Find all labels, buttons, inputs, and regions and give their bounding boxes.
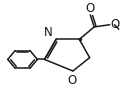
Text: O: O <box>67 74 76 87</box>
Text: O: O <box>85 2 94 15</box>
Text: N: N <box>44 26 53 38</box>
Text: O: O <box>110 18 120 31</box>
